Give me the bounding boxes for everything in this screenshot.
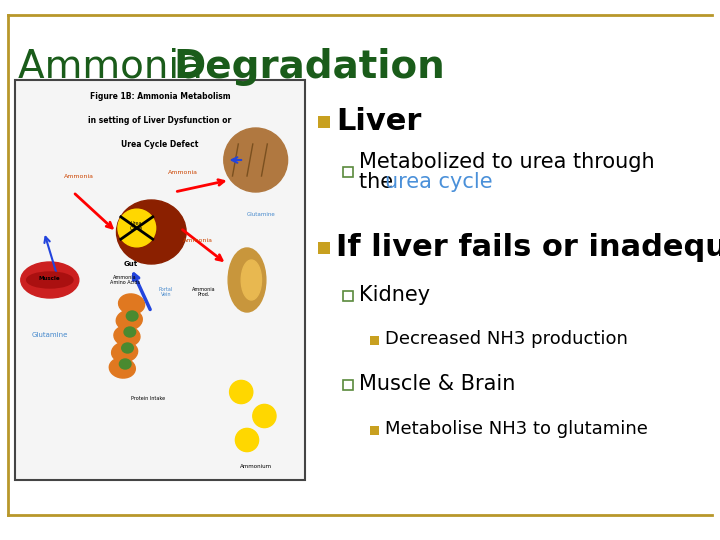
Text: the: the bbox=[359, 172, 400, 192]
Ellipse shape bbox=[116, 310, 143, 330]
Ellipse shape bbox=[27, 272, 73, 288]
Text: Ammonia
Amino Acids: Ammonia Amino Acids bbox=[110, 275, 140, 286]
Ellipse shape bbox=[127, 311, 138, 321]
Text: Liver: Liver bbox=[336, 106, 421, 136]
Text: Urea Cycle Defect: Urea Cycle Defect bbox=[121, 140, 199, 149]
Text: Ammonia: Ammonia bbox=[168, 170, 198, 174]
Text: Muscle: Muscle bbox=[39, 275, 60, 280]
Text: Decreased NH3 production: Decreased NH3 production bbox=[385, 330, 628, 348]
Text: Portal
Vein: Portal Vein bbox=[158, 287, 173, 298]
Text: Ammonia: Ammonia bbox=[18, 48, 215, 86]
Circle shape bbox=[118, 209, 156, 247]
Text: Metabolise NH3 to glutamine: Metabolise NH3 to glutamine bbox=[385, 420, 648, 438]
Text: urea cycle: urea cycle bbox=[385, 172, 492, 192]
Ellipse shape bbox=[241, 260, 261, 300]
Ellipse shape bbox=[124, 327, 135, 337]
Text: Ammonium: Ammonium bbox=[240, 464, 271, 469]
Ellipse shape bbox=[119, 294, 145, 314]
FancyBboxPatch shape bbox=[15, 80, 305, 480]
Circle shape bbox=[230, 380, 253, 403]
Ellipse shape bbox=[117, 200, 186, 264]
Ellipse shape bbox=[112, 342, 138, 362]
Text: Ammonia: Ammonia bbox=[183, 238, 212, 242]
Text: Figure 1B: Ammonia Metabolism: Figure 1B: Ammonia Metabolism bbox=[90, 92, 230, 101]
Text: Urea
Cycle: Urea Cycle bbox=[130, 221, 143, 232]
Text: If liver fails or inadequate: If liver fails or inadequate bbox=[336, 233, 720, 261]
Text: Degradation: Degradation bbox=[173, 48, 445, 86]
Text: Glutamine: Glutamine bbox=[32, 332, 68, 338]
Ellipse shape bbox=[114, 326, 140, 346]
Circle shape bbox=[253, 404, 276, 428]
Ellipse shape bbox=[224, 128, 287, 192]
Text: Ammonia
Prod.: Ammonia Prod. bbox=[192, 287, 215, 298]
Text: Metabolized to urea through: Metabolized to urea through bbox=[359, 152, 654, 172]
FancyBboxPatch shape bbox=[318, 116, 330, 128]
Text: Protein Intake: Protein Intake bbox=[131, 396, 166, 401]
FancyBboxPatch shape bbox=[318, 242, 330, 254]
Text: Ammonia: Ammonia bbox=[64, 173, 94, 179]
Ellipse shape bbox=[109, 358, 135, 378]
Ellipse shape bbox=[228, 248, 266, 312]
Text: Muscle & Brain: Muscle & Brain bbox=[359, 374, 516, 394]
Circle shape bbox=[235, 428, 258, 451]
Text: in setting of Liver Dysfunction or: in setting of Liver Dysfunction or bbox=[89, 116, 232, 125]
FancyBboxPatch shape bbox=[370, 426, 379, 435]
Ellipse shape bbox=[122, 343, 133, 353]
Text: Gut: Gut bbox=[124, 261, 138, 267]
FancyBboxPatch shape bbox=[370, 335, 379, 345]
Ellipse shape bbox=[120, 359, 131, 369]
Ellipse shape bbox=[21, 262, 78, 298]
Text: Kidney: Kidney bbox=[359, 285, 430, 305]
Text: Glutamine: Glutamine bbox=[246, 212, 275, 217]
